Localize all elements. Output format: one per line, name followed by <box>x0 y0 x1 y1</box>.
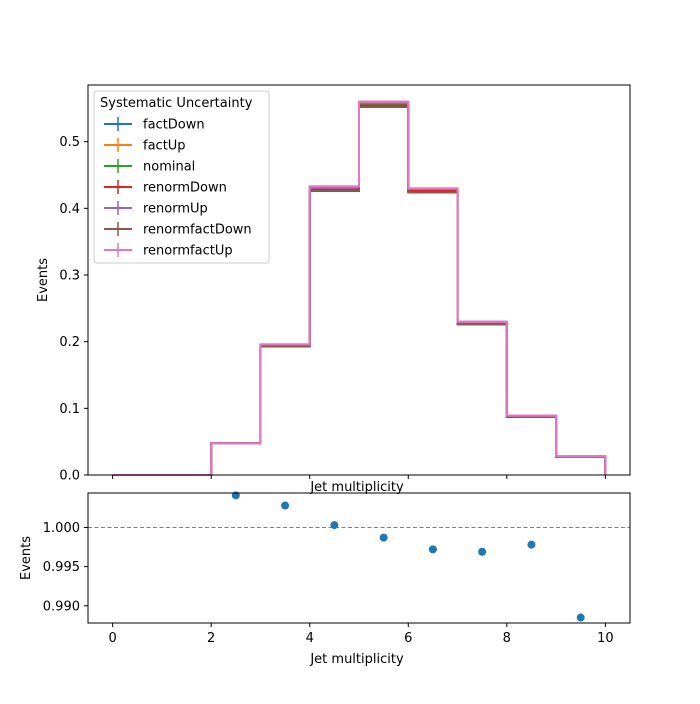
legend-entry-nominal: nominal <box>104 159 195 175</box>
bottom-x-tick-label: 0 <box>108 631 116 646</box>
legend-label: factDown <box>143 118 205 133</box>
bottom-x-ticks: 0 2 4 6 8 10 <box>108 623 614 646</box>
top-y-tick-label: 0.2 <box>59 335 80 350</box>
legend-entry-renormfactDown: renormfactDown <box>104 222 252 238</box>
top-y-tick-label: 0.0 <box>59 469 80 484</box>
ratio-point <box>478 547 487 556</box>
bottom-x-tick-label: 10 <box>597 631 614 646</box>
legend-label: renormUp <box>143 202 208 217</box>
bottom-y-ticks: 0.990 0.995 1.000 <box>43 521 88 614</box>
bottom-panel: 0.990 0.995 1.000 0 2 4 6 8 10 Events Jet multi… <box>19 491 631 667</box>
legend-entries: factDown factUp nominal renormDown renormUp r… <box>104 117 252 259</box>
top-y-tick-label: 0.3 <box>59 269 80 284</box>
legend-entry-factDown: factDown <box>104 117 205 133</box>
top-x-axis-label: Jet multiplicity <box>309 480 404 495</box>
top-y-tick-label: 0.1 <box>59 402 80 417</box>
legend-label: renormDown <box>143 181 227 196</box>
bottom-x-tick-label: 4 <box>306 631 314 646</box>
top-axes-frame <box>87 84 631 476</box>
top-y-tick-label: 0.5 <box>59 135 80 150</box>
bottom-x-tick-label: 8 <box>503 631 511 646</box>
top-y-tick-label: 0.4 <box>59 202 80 217</box>
top-panel: 0.0 0.1 0.2 0.3 0.4 0.5 Events Jet multiplici… <box>36 84 631 495</box>
legend-title: Systematic Uncertainty <box>100 96 253 111</box>
legend: Systematic Uncertainty factDown factUp nom… <box>93 90 270 264</box>
legend-frame <box>93 90 270 264</box>
bottom-y-tick-label: 0.995 <box>43 560 80 575</box>
top-x-ticks <box>112 475 606 479</box>
bottom-y-axis-label: Events <box>19 536 34 580</box>
bottom-y-tick-label: 1.000 <box>43 521 80 536</box>
ratio-point <box>428 545 437 554</box>
legend-entry-renormUp: renormUp <box>104 201 208 217</box>
ratio-point <box>527 540 536 549</box>
legend-entry-renormDown: renormDown <box>104 180 227 196</box>
legend-entry-renormfactUp: renormfactUp <box>104 243 233 259</box>
ratio-point <box>576 613 585 622</box>
bottom-x-axis-label: Jet multiplicity <box>309 652 404 667</box>
top-y-ticks: 0.0 0.1 0.2 0.3 0.4 0.5 <box>59 135 88 484</box>
ratio-point <box>281 501 290 510</box>
bottom-x-tick-label: 2 <box>207 631 215 646</box>
ratio-point <box>330 521 339 530</box>
legend-label: renormfactUp <box>143 244 233 259</box>
legend-label: nominal <box>143 160 195 175</box>
top-y-axis-label: Events <box>36 258 51 302</box>
bottom-axes-frame <box>87 492 631 624</box>
bottom-y-tick-label: 0.990 <box>43 599 80 614</box>
legend-label: factUp <box>143 139 186 154</box>
legend-entry-factUp: factUp <box>104 138 186 154</box>
ratio-point <box>379 533 388 542</box>
legend-label: renormfactDown <box>143 223 252 238</box>
bottom-x-tick-label: 6 <box>404 631 412 646</box>
